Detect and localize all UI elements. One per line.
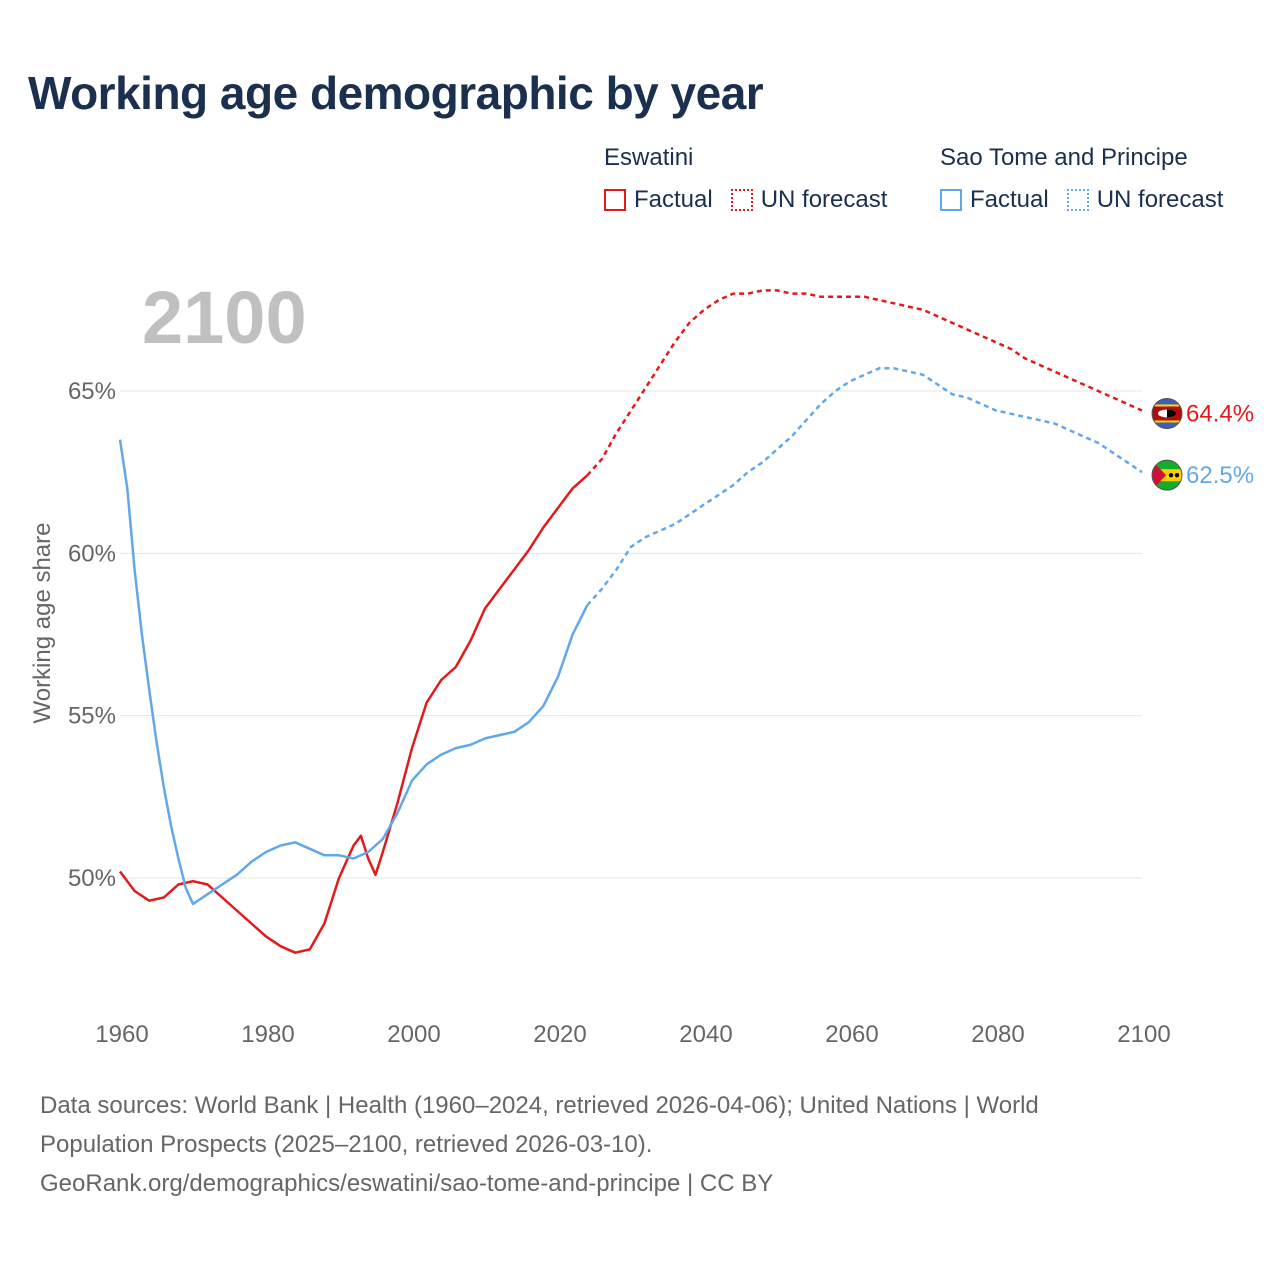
footer: Data sources: World Bank | Health (1960–… [40, 1086, 1240, 1203]
x-tick-label: 2060 [825, 1021, 878, 1048]
end-value-label: 64.4% [1186, 400, 1254, 427]
series-line-sao-tome-and-principe-factual[interactable] [118, 439, 589, 906]
legend-group-sao-tome: Sao Tome and Principe Factual UN forecas… [940, 144, 1223, 214]
series-line-sao-tome-and-principe-forecast[interactable] [586, 367, 1143, 607]
footer-source-line-2: Population Prospects (2025–2100, retriev… [40, 1131, 653, 1158]
end-value-label: 62.5% [1186, 462, 1254, 489]
x-tick-label: 2100 [1117, 1021, 1170, 1048]
eswatini-flag-icon [1152, 398, 1182, 429]
legend-country-sao-tome: Sao Tome and Principe [940, 144, 1188, 171]
year-display: 2100 [142, 276, 307, 359]
series-line-eswatini-forecast[interactable] [586, 289, 1143, 477]
legend-eswatini-factual[interactable]: Factual [604, 186, 713, 214]
x-tick-label: 1960 [95, 1021, 148, 1048]
legend-swatch-dotted-icon [1066, 189, 1089, 211]
legend-swatch-solid-icon [940, 189, 962, 211]
y-tick-label: 55% [68, 703, 116, 730]
legend-country-eswatini: Eswatini [604, 144, 694, 171]
x-tick-label: 2000 [387, 1021, 440, 1048]
legend-swatch-solid-icon [604, 189, 626, 211]
y-tick-label: 60% [68, 540, 116, 567]
legend-group-eswatini: Eswatini Factual UN forecast [604, 144, 887, 214]
legend-eswatini-forecast[interactable]: UN forecast [730, 186, 888, 214]
footer-source-line-1: Data sources: World Bank | Health (1960–… [40, 1092, 1039, 1119]
footer-attribution: GeoRank.org/demographics/eswatini/sao-to… [40, 1170, 774, 1197]
legend-label: Factual [970, 186, 1049, 213]
chart-title: Working age demographic by year [28, 67, 764, 119]
x-tick-label: 2080 [971, 1021, 1024, 1048]
x-tick-label: 1980 [241, 1021, 294, 1048]
legend-sao-tome-forecast[interactable]: UN forecast [1066, 186, 1224, 214]
legend-label: Factual [634, 186, 713, 213]
x-tick-label: 2020 [533, 1021, 586, 1048]
legend-swatch-dotted-icon [730, 189, 753, 211]
legend-label: UN forecast [1096, 186, 1224, 213]
series-line-eswatini-factual[interactable] [118, 474, 589, 954]
sao-tome-flag-icon [1152, 460, 1182, 491]
legend-sao-tome-factual[interactable]: Factual [940, 186, 1049, 214]
x-tick-label: 2040 [679, 1021, 732, 1048]
y-tick-label: 65% [68, 378, 116, 405]
legend-label: UN forecast [760, 186, 888, 213]
y-tick-label: 50% [68, 865, 116, 892]
y-axis-label: Working age share [29, 523, 56, 724]
